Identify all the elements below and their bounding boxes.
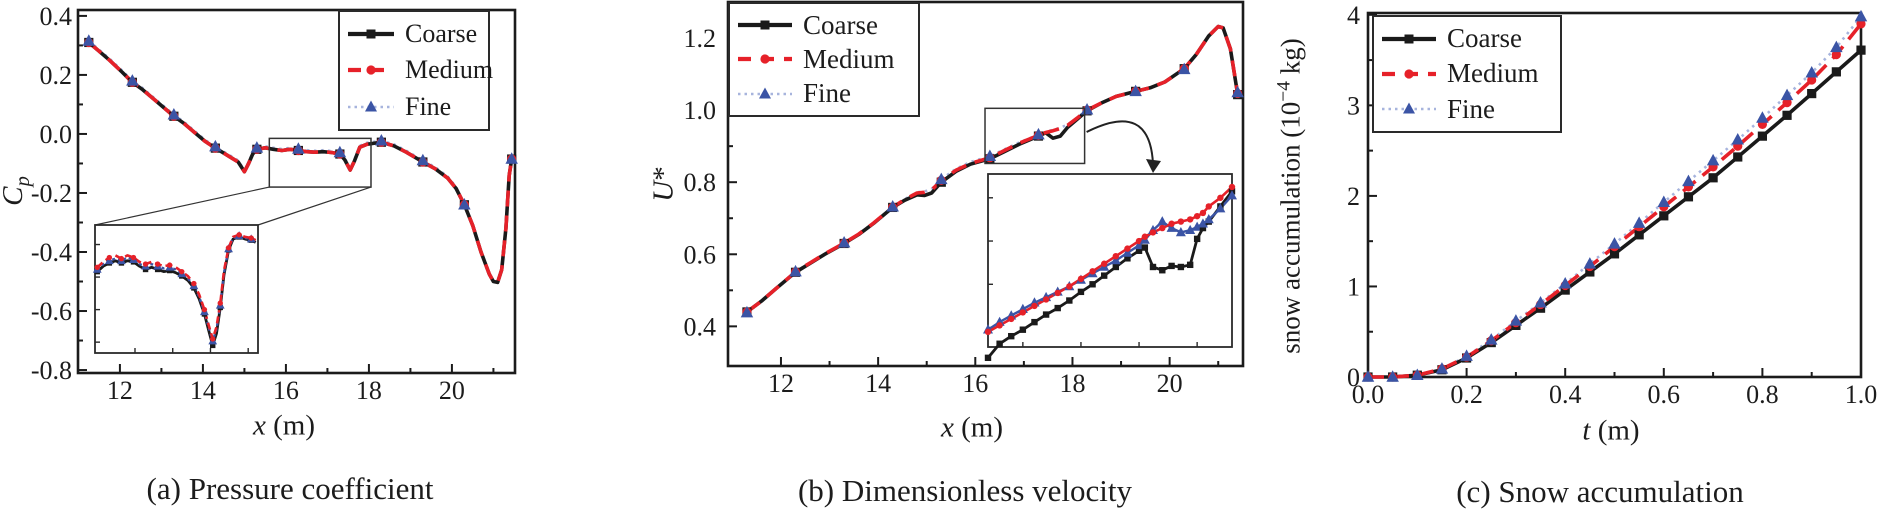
fine-line-sample-icon (1382, 102, 1436, 114)
chart-a-inset (92, 137, 372, 354)
chart-a: 12 14 16 18 20 0.4 0.2 0.0 -0.2 -0.4 -0.6 -0.8 (31, 2, 518, 405)
svg-text:-0.8: -0.8 (31, 356, 72, 385)
chart-b-tick-labels: 12 14 16 18 20 1.2 1.0 0.8 0.6 0.4 (684, 24, 1183, 398)
y-axis-label-a: Cp (0, 176, 35, 206)
svg-text:14: 14 (190, 376, 216, 405)
svg-text:0.4: 0.4 (684, 312, 717, 341)
caption-a: (a) Pressure coefficient (146, 471, 434, 506)
svg-text:0.2: 0.2 (40, 61, 73, 90)
chart-c: 0.0 0.2 0.4 0.6 0.8 1.0 0 1 2 3 4 (1347, 1, 1877, 409)
zoom-arrow (1086, 120, 1154, 165)
svg-text:0: 0 (1347, 363, 1360, 392)
svg-text:2: 2 (1347, 182, 1360, 211)
chart-c-tick-labels: 0.0 0.2 0.4 0.6 0.8 1.0 0 1 2 3 4 (1347, 1, 1877, 409)
caption-c: (c) Snow accumulation (1456, 474, 1744, 509)
legend-b: Coarse Medium Fine (728, 2, 920, 117)
svg-text:16: 16 (962, 369, 988, 398)
svg-text:0.0: 0.0 (40, 120, 73, 149)
svg-text:0.6: 0.6 (684, 240, 717, 269)
medium-line-sample-icon (1382, 69, 1436, 79)
caption-b: (b) Dimensionless velocity (797, 473, 1133, 508)
chart-b-series-medium-line (745, 24, 1240, 314)
svg-text:18: 18 (1059, 369, 1085, 398)
legend-a: Coarse Medium Fine (338, 10, 493, 131)
chart-a-markers (82, 34, 518, 210)
svg-text:0.6: 0.6 (1648, 380, 1681, 409)
legend-item-coarse: Coarse (736, 11, 912, 39)
legend-c: Coarse Medium Fine (1372, 15, 1562, 133)
zoom-arrowhead (1146, 159, 1161, 173)
chart-c-markers (1361, 9, 1868, 382)
legend-item-medium: Medium (736, 45, 912, 73)
fine-line-sample-icon (738, 87, 792, 99)
chart-b: 12 14 16 18 20 1.2 1.0 0.8 0.6 0.4 (684, 0, 1245, 398)
chart-b-inset (983, 107, 1237, 362)
medium-line-sample-icon (348, 65, 394, 76)
svg-text:16: 16 (273, 376, 299, 405)
y-axis-label-c: snow accumulation (10−4 kg) (1273, 38, 1306, 354)
chart-a-tick-labels: 12 14 16 18 20 0.4 0.2 0.0 -0.2 -0.4 -0.6 -0.8 (31, 2, 465, 405)
coarse-line-sample-icon (738, 20, 792, 30)
legend-item-medium: Medium (1380, 60, 1554, 87)
chart-a-series-medium-line (87, 41, 514, 285)
coarse-line-sample-icon (348, 29, 394, 39)
svg-text:-0.4: -0.4 (31, 238, 72, 267)
svg-text:1.0: 1.0 (1845, 380, 1878, 409)
x-axis-label-b: x (m) (941, 411, 1003, 444)
legend-item-coarse: Coarse (1380, 25, 1554, 52)
svg-text:14: 14 (865, 369, 891, 398)
svg-text:0.4: 0.4 (40, 2, 73, 31)
medium-line-sample-icon (738, 54, 792, 65)
svg-text:0.0: 0.0 (1352, 380, 1385, 409)
chart-b-series-coarse-line (745, 24, 1240, 314)
zoom-source-box (984, 107, 1086, 165)
svg-text:3: 3 (1347, 91, 1360, 120)
legend-item-fine: Fine (346, 93, 482, 120)
svg-text:4: 4 (1347, 1, 1360, 30)
svg-text:0.8: 0.8 (684, 168, 717, 197)
svg-text:20: 20 (1157, 369, 1183, 398)
legend-item-fine: Fine (736, 80, 912, 107)
fine-line-sample-icon (348, 100, 394, 112)
svg-text:1: 1 (1347, 272, 1360, 301)
x-axis-label-c: t (m) (1582, 414, 1640, 447)
y-axis-label-b: U* (647, 166, 680, 202)
chart-a-ticks (78, 14, 495, 373)
svg-text:0.8: 0.8 (1746, 380, 1779, 409)
zoom-source-box (268, 137, 372, 188)
coarse-line-sample-icon (1382, 34, 1436, 44)
svg-text:-0.6: -0.6 (31, 297, 72, 326)
u-star-symbol: U (647, 180, 680, 202)
svg-text:20: 20 (439, 376, 465, 405)
svg-text:1.0: 1.0 (684, 96, 717, 125)
cp-symbol: C (0, 186, 30, 206)
svg-text:0.2: 0.2 (1450, 380, 1483, 409)
svg-text:-0.2: -0.2 (31, 179, 72, 208)
svg-text:12: 12 (107, 376, 133, 405)
legend-item-fine: Fine (1380, 95, 1554, 123)
legend-item-coarse: Coarse (346, 21, 482, 47)
svg-text:12: 12 (768, 369, 794, 398)
svg-text:1.2: 1.2 (684, 24, 717, 53)
svg-text:0.4: 0.4 (1549, 380, 1582, 409)
x-axis-label-a: x (m) (253, 409, 315, 442)
svg-text:18: 18 (356, 376, 382, 405)
legend-item-medium: Medium (346, 57, 493, 83)
